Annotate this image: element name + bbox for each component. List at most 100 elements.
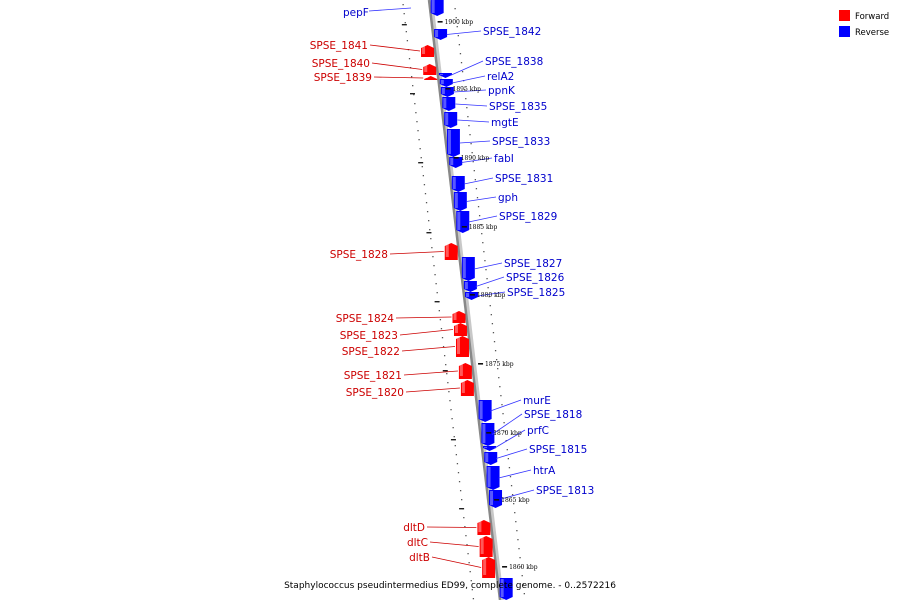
gene-SPSE_1821: [458, 363, 472, 379]
backbone-dot: [509, 476, 512, 478]
tick-label: 1900 kbp: [445, 19, 474, 26]
gene-label: SPSE_1822: [342, 346, 400, 358]
backbone-dot: [482, 242, 484, 244]
gene-highlight: [450, 158, 454, 165]
backbone-dot: [410, 76, 413, 78]
gene-SPSE_1820: [460, 380, 474, 396]
backbone-dot: [445, 364, 447, 366]
backbone-dash: [418, 162, 424, 164]
gene-highlight: [452, 177, 456, 189]
gene-label: SPSE_1813: [536, 485, 594, 497]
backbone-dot: [423, 184, 426, 186]
backbone-dot: [417, 130, 419, 132]
gene-fabI: [449, 157, 463, 168]
gene-label: htrA: [533, 465, 556, 477]
gene-label: SPSE_1828: [330, 249, 388, 261]
gene-highlight: [456, 337, 460, 354]
gene-leader: [459, 140, 491, 144]
backbone-dot: [425, 202, 428, 204]
backbone-dot: [523, 593, 525, 595]
gene-highlight: [461, 381, 465, 393]
gene-SPSE_1831: [451, 176, 465, 192]
backbone-dot: [503, 422, 505, 424]
gene-highlight: [500, 579, 504, 597]
backbone-dot: [504, 431, 506, 433]
gene-partial: [499, 578, 513, 600]
gene-label: ppnK: [488, 85, 516, 97]
backbone-dot: [518, 548, 520, 550]
gene-label: SPSE_1833: [492, 136, 550, 148]
backbone-dot: [433, 265, 435, 267]
gene-highlight: [485, 453, 489, 462]
backbone-dot: [488, 296, 490, 298]
backbone-dot: [502, 413, 504, 415]
tick-label: 1885 kbp: [469, 224, 498, 231]
backbone-dot: [456, 463, 459, 465]
gene-label: murE: [523, 395, 551, 407]
gene-label: pepF: [343, 7, 369, 19]
tick-mark: [494, 499, 500, 501]
gene-leader: [401, 346, 456, 352]
gene-labels: pepF SPSE_1842 SPSE_1838 relA2 ppnK SPSE_1835…: [310, 7, 594, 568]
backbone-dot: [447, 382, 449, 384]
tick-mark: [469, 294, 475, 296]
gene-leader: [490, 399, 522, 412]
backbone-dot: [449, 400, 451, 402]
gene-label: SPSE_1818: [524, 409, 582, 421]
gene-label: SPSE_1842: [483, 26, 541, 38]
gene-dltC: [479, 536, 493, 557]
backbone-dot: [412, 85, 414, 87]
backbone-dot: [442, 346, 445, 348]
gene-highlight: [454, 193, 458, 208]
backbone-dot: [477, 206, 480, 208]
tick-mark: [445, 88, 451, 90]
backbone-dot: [402, 4, 404, 6]
backbone-dot: [466, 107, 468, 109]
backbone-dot: [460, 62, 463, 64]
gene-label: SPSE_1826: [506, 272, 565, 284]
gene-highlight: [445, 113, 449, 125]
gene-SPSE_1835: [442, 97, 456, 111]
gene-highlight: [482, 424, 486, 443]
gene-SPSE_1818: [481, 423, 495, 446]
backbone-dot: [511, 494, 514, 496]
gene-highlight: [490, 491, 494, 505]
backbone-dot: [468, 125, 470, 127]
backbone-dot: [457, 35, 459, 37]
gene-label: prfC: [527, 425, 549, 437]
backbone-dot: [415, 112, 417, 114]
gene-highlight: [466, 293, 470, 297]
tick-mark: [461, 226, 467, 228]
gene-SPSE_1822: [455, 336, 469, 357]
gene-label: dltC: [407, 537, 428, 549]
backbone-dot: [450, 409, 452, 411]
backbone-dot: [436, 292, 438, 294]
backbone-dot: [403, 13, 405, 15]
backbone-dot: [464, 526, 466, 528]
backbone-dot: [487, 287, 489, 289]
backbone-dot: [435, 283, 437, 285]
gene-leader: [477, 291, 506, 297]
backbone-dot: [510, 485, 513, 487]
tick-mark: [437, 21, 443, 23]
backbone-dot: [451, 418, 453, 420]
gene-gph: [453, 192, 467, 211]
backbone-dot: [455, 17, 457, 19]
backbone-dot: [452, 427, 454, 429]
scale-ticks: 1900 kbp 1895 kbp 1890 kbp 1885 kbp 1880 kbp…: [437, 19, 538, 571]
gene-pepF: [430, 0, 444, 16]
backbone-dot: [453, 436, 455, 438]
gene-label: gph: [498, 192, 518, 204]
backbone-dot: [448, 391, 450, 393]
backbone-dot: [486, 278, 488, 280]
backbone-dot: [472, 161, 474, 163]
tick-label: 1880 kbp: [477, 292, 506, 299]
gene-SPSE_1842: [434, 29, 448, 40]
gene-label: SPSE_1815: [529, 444, 587, 456]
backbone-dot: [428, 220, 430, 222]
backbone-dot: [446, 373, 448, 375]
gene-leader: [457, 119, 490, 123]
gene-SPSE_1824: [452, 311, 466, 323]
gene-highlight: [457, 212, 461, 230]
gene-leader: [405, 387, 460, 393]
